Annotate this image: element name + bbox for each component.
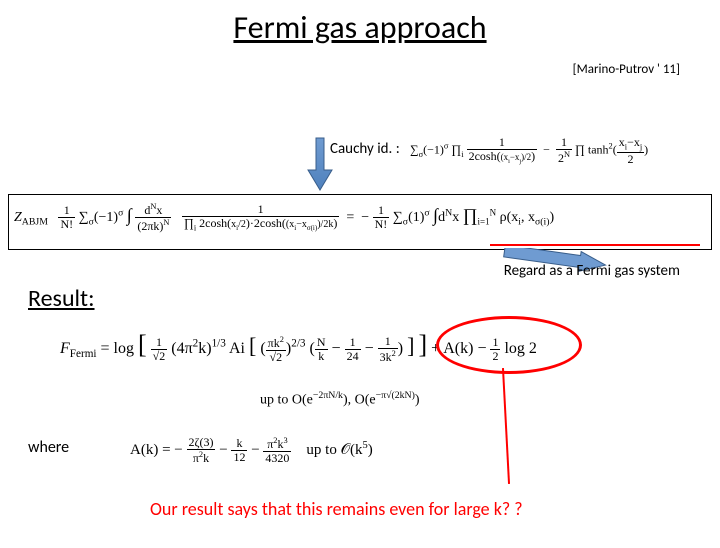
main-equation: ZABJM 1N! ∑σ(−1)σ ∫ dNx(2πk)N 1∏i 2cosh(…	[14, 202, 554, 233]
cauchy-equation: ∑σ(−1)σ ∏i 12cosh((xi−xj)/2) − 12N ∏ tan…	[410, 136, 648, 166]
red-connector-line	[502, 368, 510, 484]
cauchy-label: Cauchy id. :	[330, 140, 400, 158]
order-equation: up to O(e−2πN/k), O(e−π√(2kN))	[260, 390, 420, 409]
page-title: Fermi gas approach	[0, 8, 720, 47]
result-heading: Result:	[28, 284, 95, 313]
ak-equation: A(k) = − 2ζ(3)π2k − k12 − π2k34320 up to…	[130, 436, 373, 465]
conclusion-text: Our result says that this remains even f…	[150, 498, 523, 520]
regard-text: Regard as a Fermi gas system	[504, 262, 680, 280]
citation-text: [Marino-Putrov ' 11]	[573, 62, 680, 77]
where-label: where	[28, 438, 69, 457]
red-underline	[490, 244, 700, 246]
red-oval-highlight	[436, 316, 582, 374]
